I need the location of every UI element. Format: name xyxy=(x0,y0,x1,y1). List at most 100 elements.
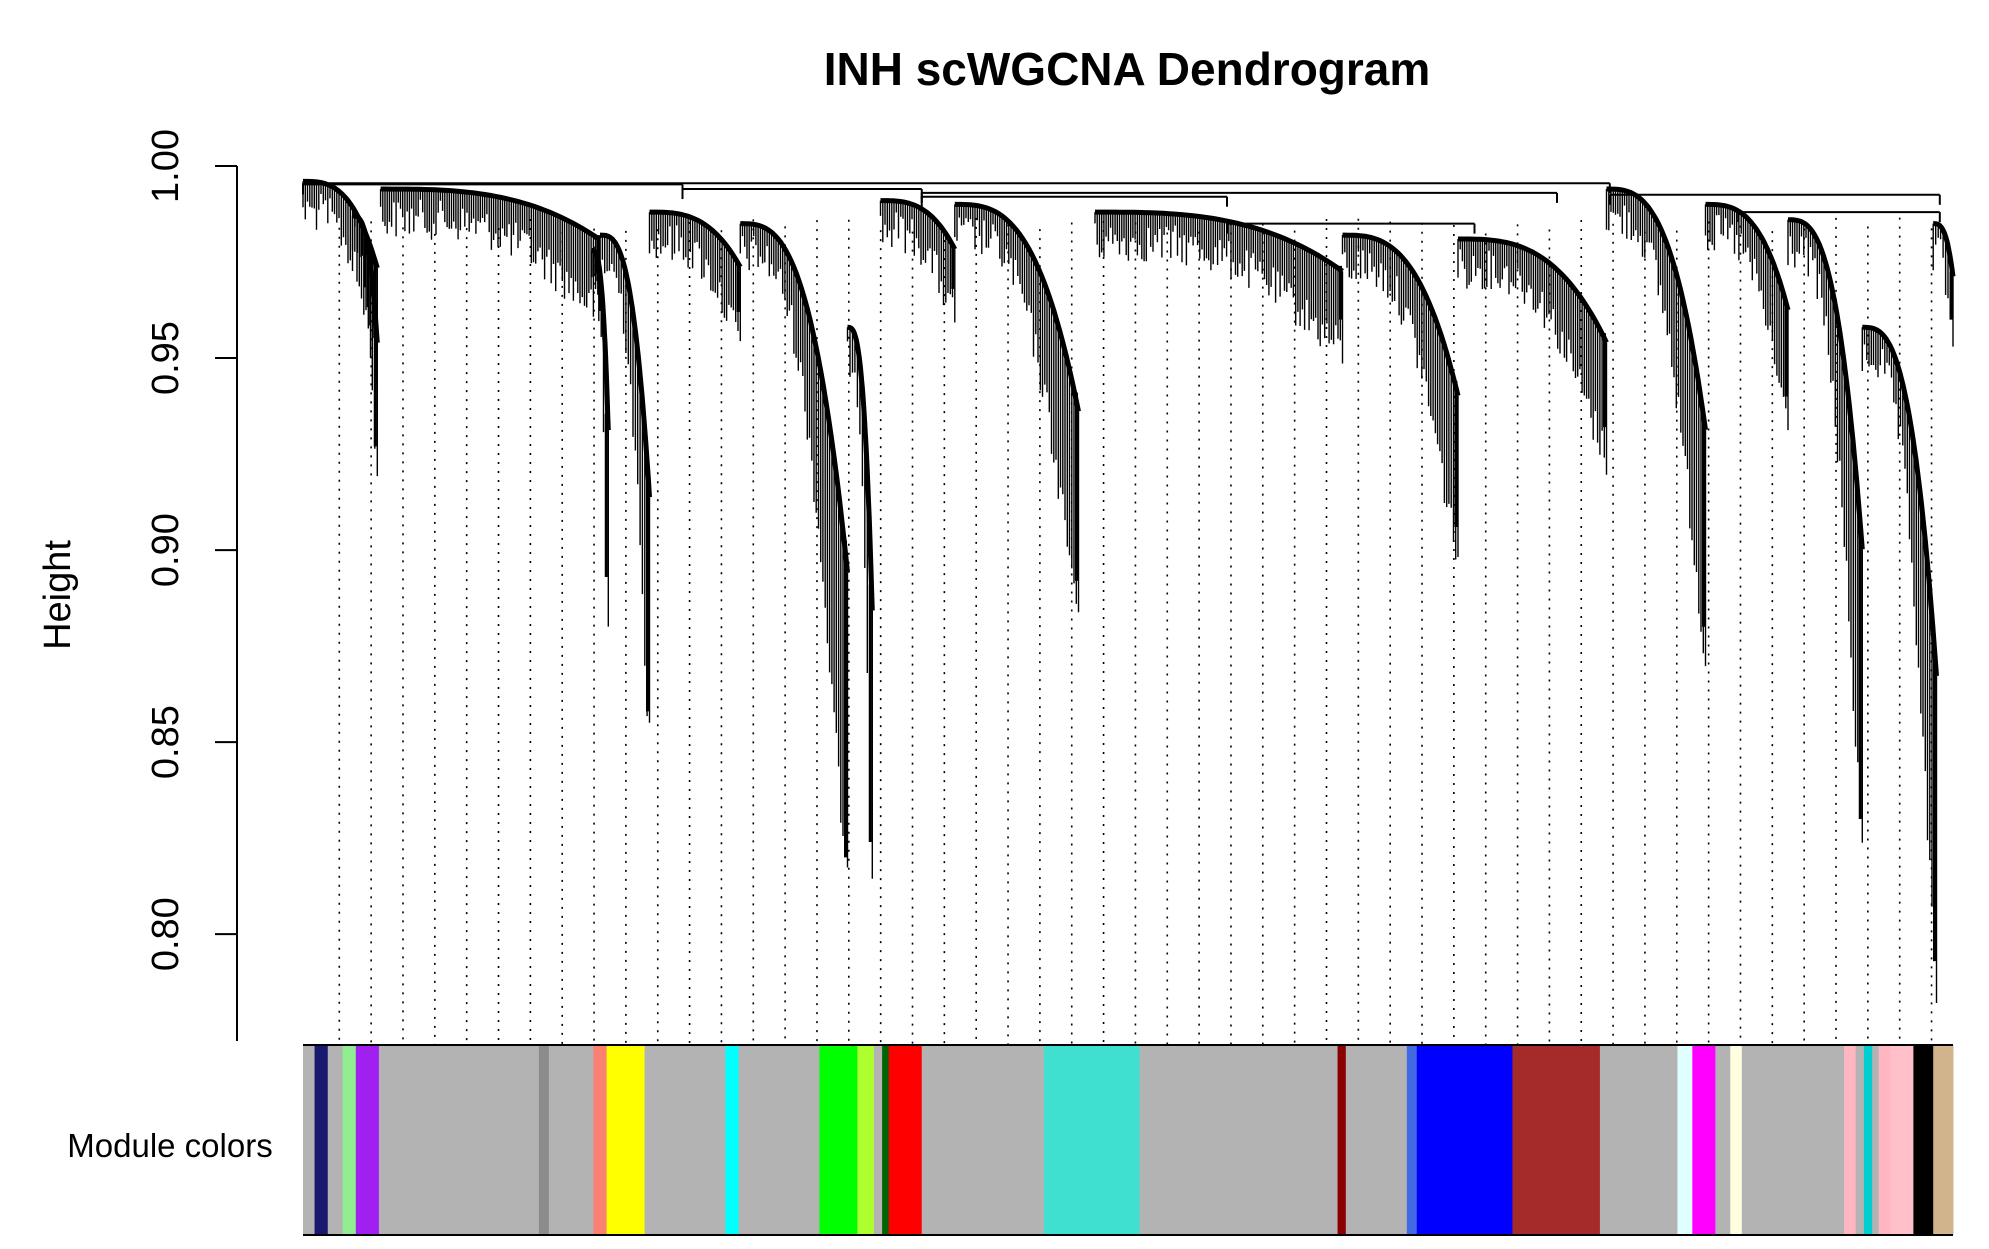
dendrogram-cluster xyxy=(599,232,652,723)
cluster-outline xyxy=(880,198,958,251)
module-color-segment xyxy=(1345,1045,1408,1235)
cluster-outline xyxy=(1458,236,1609,344)
module-colors-bar xyxy=(303,1044,1954,1236)
module-color-segment xyxy=(819,1045,858,1235)
cluster-outline xyxy=(1862,324,1939,677)
module-color-segment xyxy=(1337,1045,1347,1235)
cluster-leaves xyxy=(1341,235,1459,560)
module-color-segment xyxy=(1416,1045,1513,1235)
module-color-segment xyxy=(1872,1045,1880,1235)
module-color-segment xyxy=(857,1045,875,1235)
y-tick-label: 0.85 xyxy=(145,705,187,779)
module-color-segment xyxy=(1730,1045,1743,1235)
dotted-guide-lines xyxy=(338,217,1933,1045)
module-color-segment xyxy=(378,1045,540,1235)
cluster-outline xyxy=(740,221,850,573)
cluster-outline xyxy=(1342,232,1461,397)
cluster-outline xyxy=(600,232,652,498)
module-color-segment xyxy=(1741,1045,1845,1235)
dendrogram-cluster xyxy=(1704,201,1791,431)
cluster-leaves xyxy=(599,235,651,723)
module-color-segment xyxy=(921,1045,1045,1235)
module-color-segment xyxy=(1715,1045,1731,1235)
cluster-leaves xyxy=(1094,212,1344,364)
dendrogram-cluster xyxy=(302,178,380,386)
module-color-segment xyxy=(1043,1045,1141,1235)
dendrogram-cluster xyxy=(1932,221,1956,347)
module-colors-label: Module colors xyxy=(67,1127,272,1164)
dendrogram-cluster xyxy=(591,248,611,627)
cluster-leaves xyxy=(1457,239,1608,475)
cluster-outline xyxy=(1095,209,1344,274)
module-color-segment xyxy=(1406,1045,1418,1235)
module-color-segment xyxy=(1855,1045,1865,1235)
dendrogram-cluster xyxy=(351,213,380,477)
cluster-outline xyxy=(1705,201,1791,311)
dendrogram-cluster xyxy=(739,221,850,868)
module-color-segment xyxy=(1878,1045,1891,1235)
dendrogram-cluster xyxy=(954,201,1081,613)
chart-title: INH scWGCNA Dendrogram xyxy=(824,43,1431,95)
module-color-segment xyxy=(538,1045,550,1235)
cluster-leaves xyxy=(879,200,956,323)
cluster-leaves xyxy=(954,204,1080,613)
dendrogram-cluster xyxy=(1787,217,1865,843)
dendrogram-cluster xyxy=(846,324,875,879)
y-tick-label: 0.90 xyxy=(145,513,187,587)
module-color-segment xyxy=(1692,1045,1716,1235)
module-color-segment xyxy=(738,1045,820,1235)
cluster-leaves xyxy=(1861,327,1938,1003)
dendrogram-cluster xyxy=(1094,209,1344,364)
cluster-outline xyxy=(847,324,875,611)
module-color-segment xyxy=(1863,1045,1873,1235)
y-tick-label: 0.95 xyxy=(145,321,187,395)
module-color-segment xyxy=(1139,1045,1339,1235)
dendrogram-cluster xyxy=(648,209,743,342)
cluster-outline xyxy=(380,186,602,242)
module-color-segment xyxy=(882,1045,890,1235)
cluster-outline xyxy=(1933,221,1956,277)
dendrogram-cluster xyxy=(379,186,602,317)
module-color-segment xyxy=(1599,1045,1678,1235)
cluster-leaves xyxy=(1704,204,1789,431)
module-color-segment xyxy=(548,1045,594,1235)
dendrogram-tree xyxy=(302,178,1956,1003)
module-color-segment xyxy=(644,1045,726,1235)
module-color-segment xyxy=(606,1045,646,1235)
module-color-segment xyxy=(303,1045,316,1235)
dendrogram-cluster xyxy=(1605,186,1708,667)
module-color-segment xyxy=(1890,1045,1914,1235)
cluster-leaves xyxy=(739,223,849,868)
module-color-segment xyxy=(327,1045,344,1235)
module-color-segment xyxy=(314,1045,329,1235)
module-color-segment xyxy=(725,1045,740,1235)
module-color-segment xyxy=(888,1045,923,1235)
module-color-segment xyxy=(1913,1045,1934,1235)
module-color-segment xyxy=(873,1045,883,1235)
cluster-leaves xyxy=(302,181,378,386)
cluster-outline xyxy=(1606,186,1708,431)
module-color-segment xyxy=(593,1045,608,1235)
cluster-outline xyxy=(591,248,611,431)
cluster-leaves xyxy=(379,189,601,317)
y-tick-label: 0.80 xyxy=(145,897,187,971)
cluster-leaves xyxy=(1605,189,1707,667)
module-color-segment xyxy=(1677,1045,1693,1235)
cluster-outline xyxy=(649,209,743,269)
module-color-segment xyxy=(1933,1045,1954,1235)
module-color-segment xyxy=(355,1045,380,1235)
y-axis: 0.80 0.85 0.90 0.95 1.00 xyxy=(145,129,238,1041)
dendrogram-cluster xyxy=(1861,324,1939,1003)
module-color-segment xyxy=(342,1045,357,1235)
dendrogram-cluster xyxy=(1457,236,1609,475)
dendrogram-cluster xyxy=(1341,232,1461,560)
cluster-outline xyxy=(352,213,380,343)
dendrogram-cluster xyxy=(879,198,958,323)
y-axis-label: Height xyxy=(37,540,79,650)
module-color-segment xyxy=(1844,1045,1857,1235)
cluster-leaves xyxy=(648,212,741,342)
module-color-segment xyxy=(1512,1045,1601,1235)
cluster-leaves xyxy=(1787,219,1863,843)
y-tick-label: 1.00 xyxy=(145,129,187,203)
